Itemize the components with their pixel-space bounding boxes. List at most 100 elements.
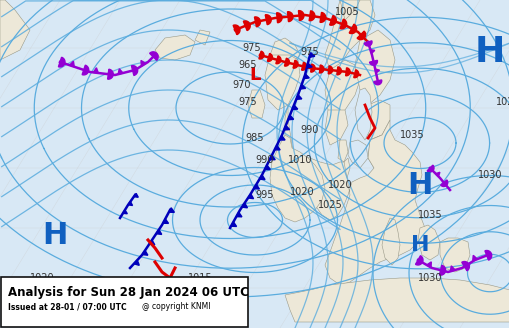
Polygon shape bbox=[134, 260, 139, 265]
Polygon shape bbox=[353, 70, 358, 78]
Polygon shape bbox=[131, 66, 137, 75]
Polygon shape bbox=[296, 95, 301, 99]
Polygon shape bbox=[236, 212, 241, 217]
Polygon shape bbox=[426, 262, 431, 267]
Polygon shape bbox=[155, 35, 194, 60]
Polygon shape bbox=[301, 62, 306, 70]
Polygon shape bbox=[417, 225, 439, 260]
Polygon shape bbox=[233, 25, 240, 35]
Polygon shape bbox=[123, 210, 127, 214]
Text: 970: 970 bbox=[232, 80, 251, 90]
Polygon shape bbox=[156, 230, 161, 235]
Polygon shape bbox=[461, 261, 468, 271]
Polygon shape bbox=[345, 68, 350, 76]
Polygon shape bbox=[340, 19, 346, 29]
Polygon shape bbox=[324, 110, 347, 145]
Text: 985: 985 bbox=[245, 133, 264, 143]
Text: 1020: 1020 bbox=[327, 180, 352, 190]
Polygon shape bbox=[298, 10, 303, 21]
Text: 995: 995 bbox=[255, 190, 274, 200]
Polygon shape bbox=[435, 172, 439, 176]
Polygon shape bbox=[140, 60, 146, 66]
Polygon shape bbox=[356, 31, 365, 40]
Text: 975: 975 bbox=[238, 97, 257, 107]
Polygon shape bbox=[231, 222, 236, 226]
Polygon shape bbox=[439, 238, 469, 272]
Polygon shape bbox=[472, 255, 476, 261]
Polygon shape bbox=[275, 56, 280, 64]
Polygon shape bbox=[324, 60, 359, 120]
Polygon shape bbox=[279, 135, 285, 140]
Text: H: H bbox=[474, 35, 504, 69]
Text: 1030: 1030 bbox=[417, 273, 441, 283]
Text: Analysis for Sun 28 Jan 2024 06 UTC: Analysis for Sun 28 Jan 2024 06 UTC bbox=[8, 286, 248, 299]
Polygon shape bbox=[259, 51, 264, 59]
Polygon shape bbox=[93, 68, 98, 73]
Polygon shape bbox=[319, 12, 325, 22]
Polygon shape bbox=[299, 84, 305, 89]
Polygon shape bbox=[369, 60, 377, 65]
Polygon shape bbox=[288, 115, 293, 120]
Polygon shape bbox=[337, 140, 347, 162]
Polygon shape bbox=[342, 158, 349, 178]
Polygon shape bbox=[329, 15, 335, 25]
Polygon shape bbox=[59, 57, 65, 67]
Polygon shape bbox=[284, 58, 289, 66]
Text: H: H bbox=[410, 235, 429, 255]
Polygon shape bbox=[265, 15, 271, 25]
Polygon shape bbox=[247, 194, 253, 199]
Text: 1010: 1010 bbox=[287, 155, 312, 165]
Polygon shape bbox=[118, 69, 123, 74]
Text: H: H bbox=[42, 220, 68, 250]
Polygon shape bbox=[149, 240, 155, 245]
Polygon shape bbox=[253, 184, 259, 189]
Polygon shape bbox=[269, 135, 324, 222]
Text: 1030: 1030 bbox=[477, 170, 501, 180]
FancyBboxPatch shape bbox=[1, 277, 247, 327]
Polygon shape bbox=[243, 21, 250, 31]
Text: 1020: 1020 bbox=[30, 273, 54, 283]
Polygon shape bbox=[149, 52, 158, 60]
Polygon shape bbox=[306, 63, 312, 68]
Polygon shape bbox=[168, 208, 174, 212]
Polygon shape bbox=[363, 41, 371, 46]
Polygon shape bbox=[285, 105, 424, 285]
Text: 990: 990 bbox=[300, 125, 319, 135]
Text: H: H bbox=[407, 171, 432, 199]
Polygon shape bbox=[107, 69, 113, 79]
Text: 1015: 1015 bbox=[187, 273, 212, 283]
Polygon shape bbox=[284, 125, 289, 130]
Polygon shape bbox=[265, 55, 299, 110]
Polygon shape bbox=[381, 218, 399, 265]
Polygon shape bbox=[354, 30, 394, 105]
Polygon shape bbox=[82, 65, 89, 75]
Text: 1005: 1005 bbox=[334, 7, 359, 17]
Polygon shape bbox=[264, 165, 270, 170]
Polygon shape bbox=[427, 165, 433, 172]
Polygon shape bbox=[267, 53, 272, 61]
Polygon shape bbox=[128, 201, 132, 205]
Polygon shape bbox=[269, 155, 275, 160]
Polygon shape bbox=[484, 251, 491, 260]
Polygon shape bbox=[285, 278, 509, 322]
Polygon shape bbox=[308, 11, 314, 21]
Polygon shape bbox=[354, 88, 371, 140]
Polygon shape bbox=[415, 256, 422, 265]
Polygon shape bbox=[347, 140, 367, 168]
Polygon shape bbox=[340, 0, 359, 20]
Polygon shape bbox=[349, 24, 356, 33]
Polygon shape bbox=[303, 74, 308, 79]
Polygon shape bbox=[259, 175, 265, 180]
Polygon shape bbox=[241, 203, 247, 208]
Polygon shape bbox=[328, 66, 332, 74]
Polygon shape bbox=[247, 90, 265, 118]
Text: @ copyright KNMI: @ copyright KNMI bbox=[142, 302, 210, 311]
Polygon shape bbox=[133, 194, 138, 197]
Text: 975: 975 bbox=[242, 43, 261, 53]
Polygon shape bbox=[370, 50, 374, 53]
Polygon shape bbox=[324, 0, 374, 70]
Text: 1035: 1035 bbox=[399, 130, 423, 140]
Polygon shape bbox=[142, 250, 148, 255]
Text: Issued at 28-01 / 07:00 UTC: Issued at 28-01 / 07:00 UTC bbox=[8, 302, 126, 311]
Polygon shape bbox=[336, 67, 341, 75]
